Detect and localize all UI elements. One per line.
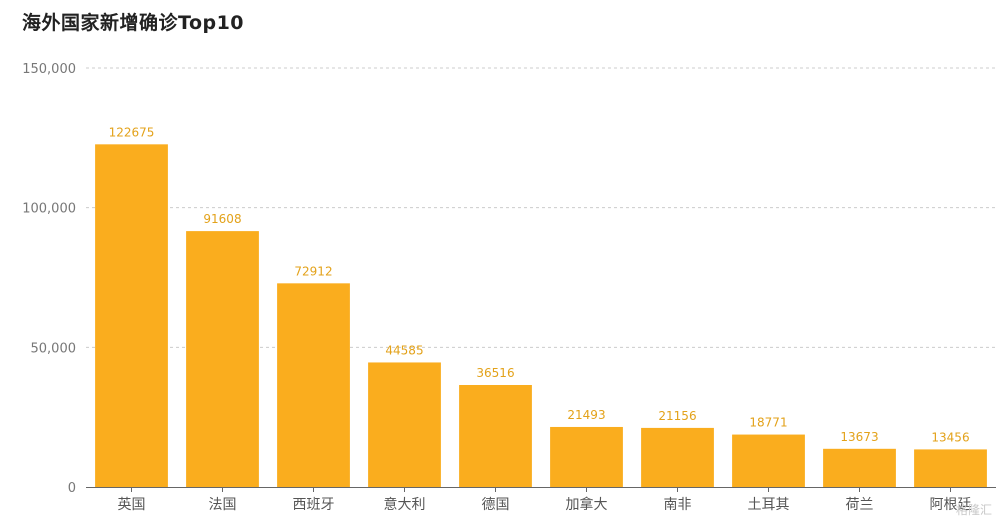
bar: [277, 283, 350, 487]
x-category-label: 加拿大: [566, 496, 608, 513]
bar: [368, 362, 441, 487]
bar-value-label: 21493: [567, 408, 605, 422]
x-category-label: 法国: [209, 497, 237, 513]
y-tick-label: 100,000: [22, 202, 76, 217]
y-tick-label: 50,000: [31, 341, 77, 356]
bar: [459, 384, 532, 487]
watermark: 格隆汇: [955, 503, 992, 517]
chart-title: 海外国家新增确诊Top10: [22, 12, 245, 34]
x-category-label: 英国: [118, 496, 146, 513]
bar: [914, 449, 987, 487]
bar-value-label: 36516: [476, 366, 514, 380]
bar-value-label: 91608: [203, 212, 241, 226]
x-category-label: 德国: [482, 497, 510, 513]
bar-value-label: 13673: [840, 430, 878, 444]
x-category-label: 意大利: [384, 496, 426, 513]
x-category-label: 西班牙: [293, 497, 335, 513]
bar-value-label: 13456: [931, 430, 969, 444]
bar-value-label: 122675: [109, 125, 155, 139]
bar-value-label: 72912: [294, 264, 332, 278]
bar: [732, 434, 805, 487]
bar: [550, 426, 623, 487]
bar: [95, 144, 168, 488]
bar-value-label: 18771: [749, 416, 787, 430]
bar: [823, 448, 896, 487]
bar: [641, 427, 714, 487]
y-tick-label: 0: [68, 481, 76, 496]
x-category-label: 荷兰: [846, 497, 874, 513]
y-tick-label: 150,000: [22, 62, 76, 77]
bar-value-label: 44585: [385, 343, 423, 357]
bar-value-label: 21156: [658, 409, 696, 423]
x-category-label: 阿根廷: [930, 497, 972, 513]
bar: [186, 231, 259, 487]
x-category-label: 土耳其: [748, 497, 790, 513]
x-category-label: 南非: [664, 497, 692, 513]
